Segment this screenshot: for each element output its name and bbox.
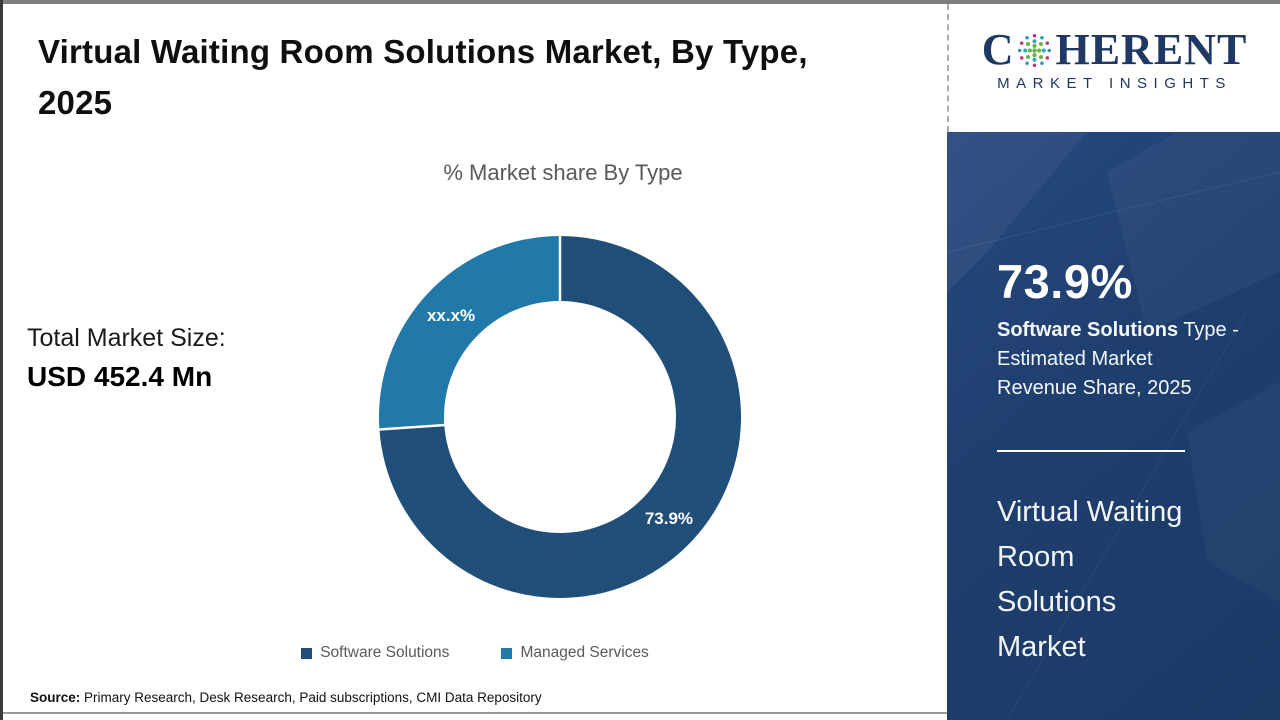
donut-slice <box>379 236 560 430</box>
coherent-logo: C HERENT <box>949 28 1280 72</box>
legend-label: Software Solutions <box>320 644 450 661</box>
logo-text-c: C <box>981 25 1015 74</box>
panel-divider <box>997 450 1185 452</box>
source-label: Source: <box>30 690 81 705</box>
logo-text-herent: HERENT <box>1055 25 1248 74</box>
donut-slice <box>379 236 741 598</box>
donut-slice-label: xx.x% <box>427 306 475 325</box>
panel-stat-rest: Type - Estimated Market Revenue Share, 2… <box>997 319 1239 399</box>
panel-stat-category: Software Solutions <box>997 319 1179 341</box>
page-title: Virtual Waiting Room Solutions Market, B… <box>38 33 808 122</box>
slice-separator <box>378 423 446 431</box>
legend-item: Managed Services <box>501 644 649 662</box>
panel-stat-value: 73.9% <box>997 255 1133 308</box>
donut-slice-label: 73.9% <box>645 509 693 528</box>
legend-item: Software Solutions <box>301 644 449 662</box>
source-text: Primary Research, Desk Research, Paid su… <box>80 690 542 705</box>
source-note: Source: Primary Research, Desk Research,… <box>30 690 542 705</box>
legend-swatch <box>301 647 313 659</box>
total-market-size-label: Total Market Size: <box>27 324 226 352</box>
donut-chart-svg: 73.9% xx.x% <box>378 235 741 598</box>
logo-tagline: MARKET INSIGHTS <box>997 75 1232 92</box>
side-panel: 73.9% Software Solutions Type - Estimate… <box>947 132 1280 720</box>
top-border <box>0 0 1280 4</box>
panel-market-name: Virtual Waiting Room Solutions Market <box>997 496 1183 663</box>
panel-stat-description: Software Solutions Type - Estimated Mark… <box>997 316 1257 403</box>
world-map-texture <box>947 132 1280 720</box>
chart-legend: Software Solutions Managed Services <box>3 644 947 662</box>
coherent-globe-icon <box>1018 33 1052 67</box>
chart-subtitle: % Market share By Type <box>443 160 683 185</box>
left-border <box>0 0 3 720</box>
total-market-size-value: USD 452.4 Mn <box>27 361 213 392</box>
legend-swatch <box>501 647 513 659</box>
total-market-size: Total Market Size: USD 452.4 Mn <box>27 324 226 393</box>
logo-area: C HERENT M <box>947 4 1280 132</box>
main-content: Virtual Waiting Room Solutions Market, B… <box>3 4 947 714</box>
donut-chart: 73.9% xx.x% <box>370 227 750 607</box>
legend-label: Managed Services <box>520 644 649 661</box>
